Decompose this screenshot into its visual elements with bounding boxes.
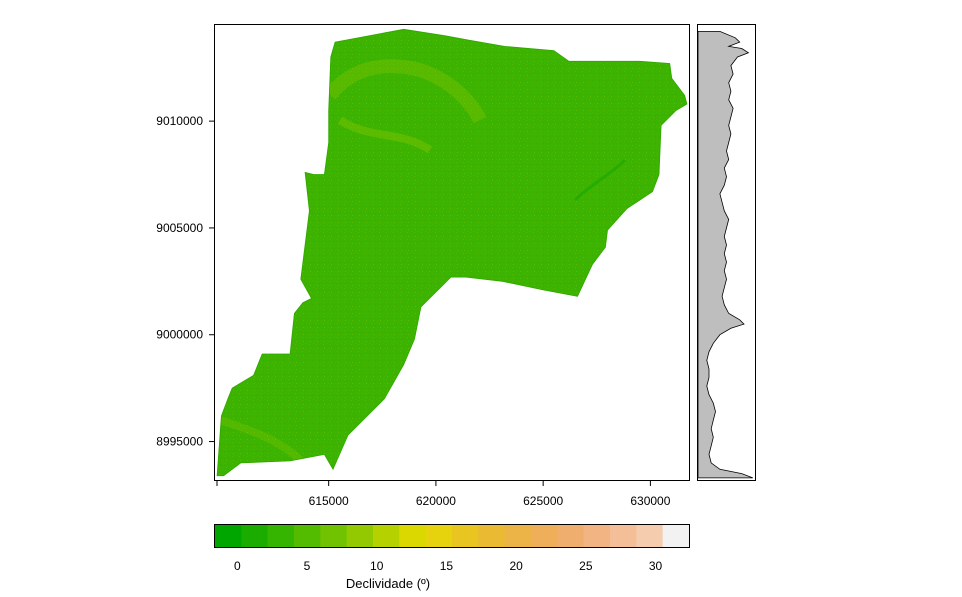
colorbar-swatch: [504, 525, 532, 547]
colorbar-tick-label: 0: [234, 559, 241, 573]
colorbar-swatch: [610, 525, 637, 547]
colorbar-swatch: [373, 525, 400, 547]
colorbar-swatch: [241, 525, 268, 547]
slope-hotspot-northwest: [324, 59, 487, 124]
valley-feature: [573, 158, 627, 202]
colorbar-swatch: [662, 525, 690, 547]
colorbar-swatch: [320, 525, 347, 547]
colorbar-title: Declividade (º): [346, 576, 430, 591]
y-tick-label: 9000000: [156, 328, 203, 342]
x-axis: 615000 620000 625000 630000: [216, 480, 671, 508]
colorbar-swatch: [478, 525, 505, 547]
colorbar-ticks: 0 5 10 15 20 25 30: [234, 559, 663, 573]
colorbar-swatches: [215, 525, 690, 547]
colorbar-swatch: [294, 525, 321, 547]
y-tick-label: 9005000: [156, 221, 203, 235]
colorbar-legend: 0 5 10 15 20 25 30 Declividade (º): [214, 524, 690, 591]
side-profile-panel: [697, 24, 756, 481]
colorbar-swatch: [399, 525, 426, 547]
colorbar-tick-label: 25: [579, 559, 593, 573]
colorbar-swatch: [636, 525, 663, 547]
x-tick-label: 615000: [309, 494, 349, 508]
y-axis: 8995000 9000000 9005000 9010000: [156, 114, 215, 449]
colorbar-swatch: [557, 525, 584, 547]
x-tick-label: 625000: [523, 494, 563, 508]
colorbar-swatch: [267, 525, 295, 547]
colorbar-swatch: [346, 525, 374, 547]
colorbar-tick-label: 20: [509, 559, 523, 573]
side-profile-area: [697, 31, 753, 479]
y-tick-label: 9010000: [156, 114, 203, 128]
colorbar-swatch: [215, 525, 242, 547]
colorbar-swatch: [583, 525, 611, 547]
colorbar-swatch: [452, 525, 479, 547]
colorbar-tick-label: 10: [370, 559, 384, 573]
colorbar-swatch: [425, 525, 453, 547]
y-tick-label: 8995000: [156, 435, 203, 449]
colorbar-tick-label: 15: [440, 559, 454, 573]
slope-region-outline: [216, 28, 688, 477]
x-tick-label: 630000: [630, 494, 670, 508]
slope-highlights: [218, 59, 627, 463]
colorbar-swatch: [531, 525, 558, 547]
colorbar-tick-label: 30: [649, 559, 663, 573]
colorbar-tick-label: 5: [304, 559, 311, 573]
x-tick-label: 620000: [416, 494, 456, 508]
map-panel: 615000 620000 625000 630000 8995000 9000000 9…: [156, 24, 690, 508]
slope-hotspot-north: [337, 116, 433, 154]
colorbar-border: [214, 524, 690, 548]
slope-hotspot-southwest: [218, 416, 303, 463]
